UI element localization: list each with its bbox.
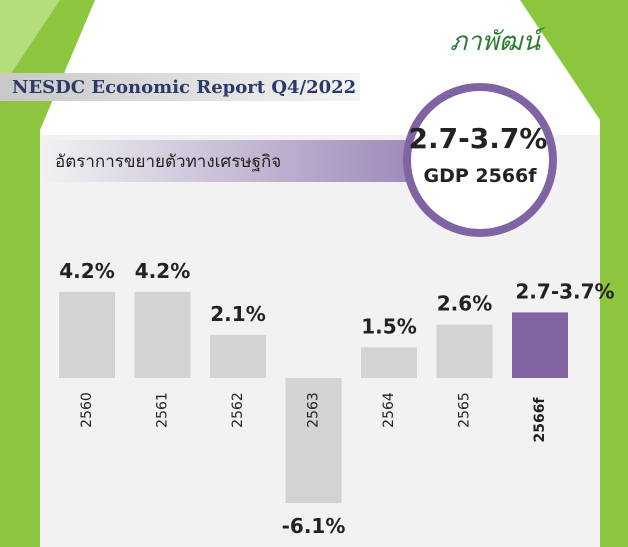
value-label: 1.5% (361, 314, 416, 338)
bar (210, 334, 266, 378)
left-corner (0, 0, 60, 90)
value-label: 4.2% (135, 259, 190, 283)
plot: 4.2% 2560 4.2% 2561 2.1% 2562 -6.1% 2563 1.5% 256… (59, 259, 615, 538)
value-label: -6.1% (282, 514, 346, 538)
bar (285, 378, 342, 504)
bar (436, 324, 493, 378)
badge-label: GDP 2566f (423, 165, 537, 187)
logo: ภาพัฒน์ (450, 27, 545, 57)
bar (134, 291, 191, 378)
x-tick-label: 2564 (381, 392, 397, 428)
left-stripe (0, 0, 95, 547)
value-label: 2.1% (210, 302, 265, 326)
badge (403, 83, 557, 237)
x-tick-label: 2565 (457, 392, 473, 428)
value-label: 4.2% (59, 259, 114, 283)
chart-title: อัตราการขยายตัวทางเศรษฐกิจ (55, 152, 281, 172)
header: NESDC Economic Report Q4/2022 (12, 77, 356, 98)
header-bar (0, 73, 360, 101)
x-tick-label: 2560 (79, 392, 95, 428)
bar (512, 312, 568, 378)
title-bar (40, 140, 430, 182)
badge-range: 2.7-3.7% (409, 122, 548, 155)
x-tick-label: 2561 (155, 392, 171, 428)
value-label: 2.7-3.7% (515, 279, 614, 303)
x-tick-label: 2563 (306, 392, 322, 428)
x-tick-label: 2562 (230, 392, 246, 428)
bar (59, 291, 115, 378)
x-tick-label: 2566f (532, 397, 548, 443)
value-label: 2.6% (437, 292, 492, 316)
bar (361, 347, 417, 378)
right-stripe (520, 0, 628, 547)
